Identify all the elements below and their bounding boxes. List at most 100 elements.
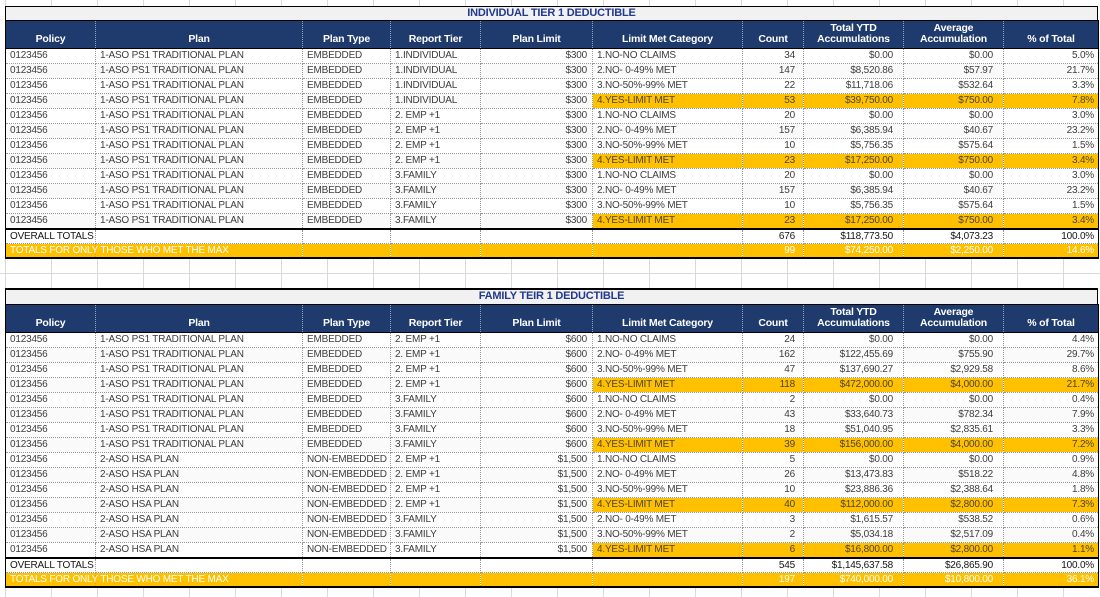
- header-count[interactable]: Count: [742, 20, 804, 49]
- cell-policy[interactable]: 0123456: [5, 527, 96, 543]
- table-row[interactable]: 0123456 1-ASO PS1 TRADITIONAL PLAN EMBEDDE…: [5, 63, 1099, 79]
- cell-report_tier[interactable]: 3.FAMILY: [390, 527, 481, 543]
- cell-plan[interactable]: 1-ASO PS1 TRADITIONAL PLAN: [95, 392, 303, 408]
- cell-count[interactable]: 26: [742, 467, 804, 483]
- cell-plan_limit[interactable]: $300: [480, 183, 593, 199]
- cell-limit_met_category[interactable]: 4.YES-LIMIT MET: [592, 213, 743, 230]
- cell-plan_type[interactable]: EMBEDDED: [302, 48, 391, 64]
- table-row[interactable]: 0123456 1-ASO PS1 TRADITIONAL PLAN EMBEDDE…: [5, 332, 1099, 348]
- cell-count[interactable]: 2: [742, 392, 804, 408]
- cell-plan_limit[interactable]: [480, 557, 593, 573]
- cell-plan[interactable]: 1-ASO PS1 TRADITIONAL PLAN: [95, 213, 303, 230]
- cell-plan_type[interactable]: EMBEDDED: [302, 138, 391, 154]
- table-row[interactable]: 0123456 2-ASO HSA PLAN NON-EMBEDDED 3.FAMIL…: [5, 542, 1099, 559]
- cell-plan_type[interactable]: NON-EMBEDDED: [302, 467, 391, 483]
- header-limit-met-category[interactable]: Limit Met Category: [592, 304, 743, 333]
- cell-avg_accum[interactable]: $750.00: [903, 93, 1004, 109]
- cell-total_ytd[interactable]: $13,473.83: [803, 467, 904, 483]
- table-row[interactable]: 0123456 1-ASO PS1 TRADITIONAL PLAN EMBEDDE…: [5, 78, 1099, 94]
- cell-plan_type[interactable]: EMBEDDED: [302, 332, 391, 348]
- cell-plan_type[interactable]: NON-EMBEDDED: [302, 482, 391, 498]
- cell-plan_type[interactable]: EMBEDDED: [302, 168, 391, 184]
- cell-policy[interactable]: 0123456: [5, 392, 96, 408]
- header-report-tier[interactable]: Report Tier: [390, 20, 481, 49]
- cell-count[interactable]: 39: [742, 437, 804, 453]
- header-count[interactable]: Count: [742, 304, 804, 333]
- cell-report_tier[interactable]: 1.INDIVIDUAL: [390, 48, 481, 64]
- cell-pct_total[interactable]: 0.4%: [1003, 527, 1099, 543]
- cell-report_tier[interactable]: 3.FAMILY: [390, 437, 481, 453]
- cell-plan_type[interactable]: [302, 572, 391, 588]
- cell-limit_met_category[interactable]: 3.NO-50%-99% MET: [592, 138, 743, 154]
- cell-report_tier[interactable]: 1.INDIVIDUAL: [390, 63, 481, 79]
- cell-pct_total[interactable]: 3.3%: [1003, 422, 1099, 438]
- cell-plan[interactable]: 1-ASO PS1 TRADITIONAL PLAN: [95, 407, 303, 423]
- cell-limit_met_category[interactable]: 3.NO-50%-99% MET: [592, 422, 743, 438]
- table-row[interactable]: 0123456 1-ASO PS1 TRADITIONAL PLAN EMBEDDE…: [5, 347, 1099, 363]
- cell-count[interactable]: 3: [742, 512, 804, 528]
- totals-label[interactable]: OVERALL TOTALS: [5, 228, 96, 244]
- cell-pct_total[interactable]: 23.2%: [1003, 123, 1099, 139]
- cell-policy[interactable]: 0123456: [5, 123, 96, 139]
- cell-plan_limit[interactable]: $300: [480, 213, 593, 230]
- cell-plan_type[interactable]: EMBEDDED: [302, 377, 391, 393]
- cell-limit_met_category[interactable]: 4.YES-LIMIT MET: [592, 93, 743, 109]
- cell-limit_met_category[interactable]: 2.NO- 0-49% MET: [592, 123, 743, 139]
- cell-avg_accum[interactable]: $4,000.00: [903, 437, 1004, 453]
- cell-plan_type[interactable]: EMBEDDED: [302, 123, 391, 139]
- header-plan-limit[interactable]: Plan Limit: [480, 304, 593, 333]
- cell-plan_limit[interactable]: $600: [480, 422, 593, 438]
- cell-total_ytd[interactable]: $122,455.69: [803, 347, 904, 363]
- header-total-ytd-accumulations[interactable]: Total YTD Accumulations: [803, 304, 904, 333]
- cell-total_ytd[interactable]: $0.00: [803, 452, 904, 468]
- cell-total_ytd[interactable]: $0.00: [803, 168, 904, 184]
- cell-report_tier[interactable]: 3.FAMILY: [390, 542, 481, 559]
- cell-count[interactable]: 43: [742, 407, 804, 423]
- cell-pct_total[interactable]: 7.8%: [1003, 93, 1099, 109]
- cell-report_tier[interactable]: 2. EMP +1: [390, 153, 481, 169]
- cell-report_tier[interactable]: 2. EMP +1: [390, 377, 481, 393]
- totals-label[interactable]: OVERALL TOTALS: [5, 557, 96, 573]
- table-row[interactable]: 0123456 1-ASO PS1 TRADITIONAL PLAN EMBEDDE…: [5, 377, 1099, 393]
- cell-plan_limit[interactable]: $1,500: [480, 542, 593, 559]
- cell-count[interactable]: 20: [742, 168, 804, 184]
- cell-avg_accum[interactable]: $0.00: [903, 168, 1004, 184]
- cell-plan_limit[interactable]: $600: [480, 407, 593, 423]
- cell-plan_type[interactable]: EMBEDDED: [302, 183, 391, 199]
- header-policy[interactable]: Policy: [5, 20, 96, 49]
- cell-plan_limit[interactable]: $600: [480, 437, 593, 453]
- cell-limit_met_category[interactable]: 1.NO-NO CLAIMS: [592, 108, 743, 124]
- cell-plan[interactable]: 2-ASO HSA PLAN: [95, 542, 303, 559]
- cell-report_tier[interactable]: 2. EMP +1: [390, 347, 481, 363]
- cell-report_tier[interactable]: 2. EMP +1: [390, 362, 481, 378]
- table-row[interactable]: 0123456 1-ASO PS1 TRADITIONAL PLAN EMBEDDE…: [5, 362, 1099, 378]
- cell-limit_met_category[interactable]: 4.YES-LIMIT MET: [592, 153, 743, 169]
- cell-plan_type[interactable]: NON-EMBEDDED: [302, 527, 391, 543]
- cell-count[interactable]: 18: [742, 422, 804, 438]
- table-row[interactable]: 0123456 1-ASO PS1 TRADITIONAL PLAN EMBEDDE…: [5, 123, 1099, 139]
- cell-pct_total[interactable]: 7.9%: [1003, 407, 1099, 423]
- table-row[interactable]: 0123456 2-ASO HSA PLAN NON-EMBEDDED 3.FAMIL…: [5, 512, 1099, 528]
- cell-plan_limit[interactable]: [480, 572, 593, 588]
- cell-limit_met_category[interactable]: 1.NO-NO CLAIMS: [592, 332, 743, 348]
- cell-limit_met_category[interactable]: 1.NO-NO CLAIMS: [592, 452, 743, 468]
- cell-policy[interactable]: 0123456: [5, 213, 96, 230]
- cell-policy[interactable]: 0123456: [5, 407, 96, 423]
- cell-limit_met_category[interactable]: 1.NO-NO CLAIMS: [592, 168, 743, 184]
- cell-avg_accum[interactable]: $2,800.00: [903, 542, 1004, 559]
- cell-pct_total[interactable]: 1.8%: [1003, 482, 1099, 498]
- cell-report_tier[interactable]: [390, 572, 481, 588]
- cell-limit_met_category[interactable]: 3.NO-50%-99% MET: [592, 78, 743, 94]
- cell-avg_accum[interactable]: $750.00: [903, 213, 1004, 230]
- cell-avg_accum[interactable]: $2,800.00: [903, 497, 1004, 513]
- cell-limit_met_category[interactable]: 1.NO-NO CLAIMS: [592, 48, 743, 64]
- cell-total_ytd[interactable]: $6,385.94: [803, 123, 904, 139]
- header-plan-type[interactable]: Plan Type: [302, 304, 391, 333]
- cell-policy[interactable]: 0123456: [5, 153, 96, 169]
- table-row[interactable]: 0123456 1-ASO PS1 TRADITIONAL PLAN EMBEDDE…: [5, 437, 1099, 453]
- cell-plan_type[interactable]: EMBEDDED: [302, 108, 391, 124]
- cell-plan_limit[interactable]: $300: [480, 93, 593, 109]
- cell-policy[interactable]: 0123456: [5, 512, 96, 528]
- cell-plan_type[interactable]: EMBEDDED: [302, 392, 391, 408]
- cell-report_tier[interactable]: 3.FAMILY: [390, 392, 481, 408]
